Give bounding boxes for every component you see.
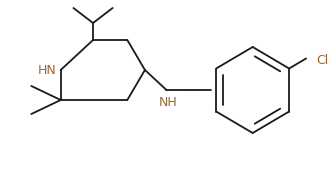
Text: HN: HN: [38, 64, 57, 77]
Text: NH: NH: [159, 96, 178, 109]
Text: Cl: Cl: [316, 54, 329, 67]
